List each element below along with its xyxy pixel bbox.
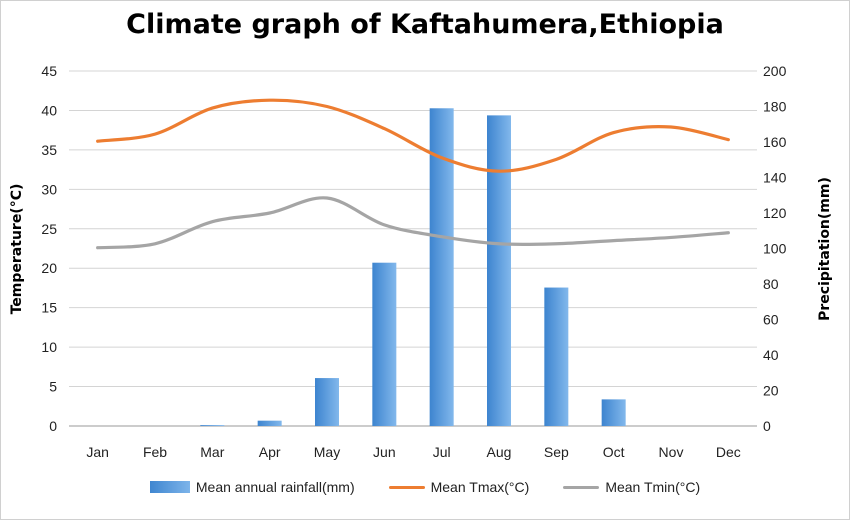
temperature-lines [96, 98, 730, 250]
rainfall-bar [487, 115, 511, 426]
right-tick-label: 40 [763, 347, 779, 363]
right-tick-label: 160 [763, 134, 787, 150]
right-tick-label: 100 [763, 241, 787, 257]
x-tick-label: Aug [487, 444, 512, 460]
left-tick-label: 15 [41, 300, 57, 316]
x-tick-label: Mar [200, 444, 224, 460]
left-tick-label: 20 [41, 260, 57, 276]
rainfall-bar [200, 425, 225, 426]
legend-swatch-tmin [563, 485, 600, 489]
left-axis-ticks: 0 5 10 15 20 25 30 35 40 45 [41, 63, 57, 434]
rainfall-bar [544, 287, 569, 426]
left-tick-label: 25 [41, 221, 57, 237]
x-tick-label: Jul [433, 444, 451, 460]
x-tick-label: Apr [259, 444, 281, 460]
x-tick-label: Jan [86, 444, 109, 460]
x-tick-label: May [314, 444, 340, 460]
x-axis-ticks: Jan Feb Mar Apr May Jun Jul Aug Sep Oct Nov Dec [86, 444, 740, 460]
right-axis-ticks: 0 20 40 60 80 100 120 140 160 180 200 [763, 63, 787, 434]
right-tick-label: 180 [763, 99, 787, 115]
x-tick-label: Feb [143, 444, 167, 460]
right-tick-label: 120 [763, 205, 787, 221]
right-tick-label: 0 [763, 418, 771, 434]
right-axis-title: Precipitation(mm) [817, 177, 833, 321]
x-tick-label: Jun [373, 444, 396, 460]
rainfall-bar [257, 420, 282, 426]
right-tick-label: 20 [763, 383, 779, 399]
rainfall-bar [601, 399, 626, 426]
left-tick-label: 40 [41, 102, 57, 118]
right-tick-label: 200 [763, 63, 787, 79]
legend-swatch-rainfall [149, 481, 190, 493]
tmax-line [96, 98, 730, 173]
grid-lines [69, 70, 757, 427]
chart-legend: Mean annual rainfall(mm) Mean Tmax(°C) M… [1, 479, 849, 495]
legend-label-tmin: Mean Tmin(°C) [605, 479, 701, 495]
tmin-line [96, 196, 730, 250]
right-tick-label: 140 [763, 170, 787, 186]
left-tick-label: 35 [41, 142, 57, 158]
x-tick-label: Sep [544, 444, 569, 460]
rainfall-bar [372, 262, 397, 426]
x-tick-label: Dec [716, 444, 741, 460]
left-tick-label: 45 [41, 63, 57, 79]
legend-swatch-tmax [388, 485, 425, 489]
legend-label-rainfall: Mean annual rainfall(mm) [195, 479, 355, 495]
right-tick-label: 80 [763, 276, 779, 292]
legend-item-tmax: Mean Tmax(°C) [388, 479, 530, 495]
left-tick-label: 30 [41, 181, 57, 197]
left-axis-title: Temperature(°C) [9, 184, 25, 315]
chart-title: Climate graph of Kaftahumera,Ethiopia [126, 9, 724, 40]
legend-item-tmin: Mean Tmin(°C) [563, 479, 700, 495]
left-tick-label: 10 [41, 339, 57, 355]
left-tick-label: 5 [49, 379, 57, 395]
legend-label-tmax: Mean Tmax(°C) [430, 479, 530, 495]
x-tick-label: Nov [659, 444, 684, 460]
legend-item-rainfall: Mean annual rainfall(mm) [149, 479, 355, 495]
x-tick-label: Oct [603, 444, 625, 460]
left-tick-label: 0 [49, 418, 57, 434]
rainfall-bar [315, 378, 339, 426]
right-tick-label: 60 [763, 312, 779, 328]
